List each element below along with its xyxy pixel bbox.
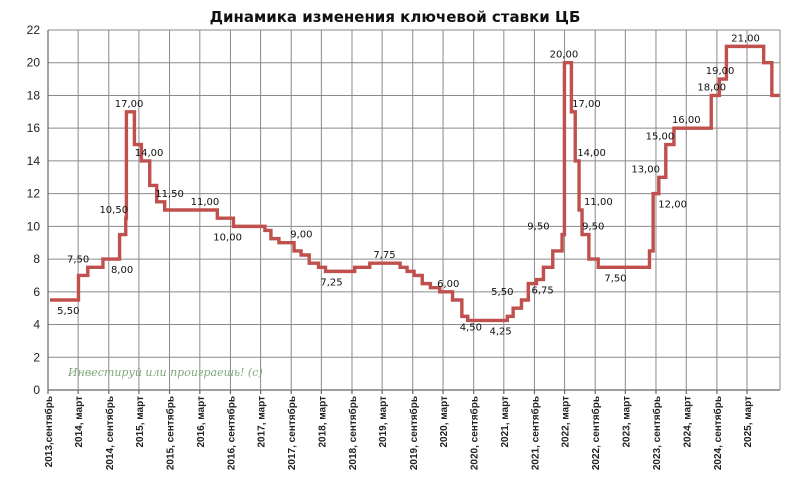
grid (47, 29, 781, 394)
y-tick-label: 8 (33, 252, 40, 266)
data-label: 20,00 (550, 50, 579, 61)
x-tick-label: 2024, сентябрь (712, 396, 724, 470)
y-tick-label: 18 (27, 88, 41, 102)
x-tick-label: 2017, март (257, 396, 268, 448)
data-label: 6,00 (437, 279, 459, 290)
data-label: 11,00 (191, 197, 220, 208)
x-tick-label: 2020, март (439, 396, 450, 448)
x-tick-label: 2018, март (317, 396, 328, 448)
data-label: 11,50 (155, 189, 184, 200)
y-tick-label: 14 (27, 154, 41, 168)
x-tick-label: 2014, март (74, 396, 85, 448)
data-label: 9,00 (290, 230, 312, 241)
x-tick-label: 2021, март (500, 396, 511, 448)
x-tick-label: 2014, сентябрь (104, 396, 116, 470)
data-label: 4,25 (490, 326, 512, 337)
data-label: 7,75 (373, 250, 395, 261)
data-label: 21,00 (731, 33, 760, 44)
series-line (49, 44, 780, 323)
x-tick-label: 2016, март (196, 396, 207, 448)
data-label: 7,25 (320, 277, 342, 288)
data-label: 16,00 (672, 115, 701, 126)
data-label: 5,50 (491, 287, 513, 298)
x-axis: 2013,сентябрь 2014, март 2014, сентябрь 201… (43, 396, 754, 470)
x-tick-label: 2024, март (682, 396, 693, 448)
series-layer (49, 44, 780, 323)
x-tick-label: 2021, сентябрь (529, 396, 541, 470)
x-tick-label: 2019, март (378, 396, 389, 448)
x-tick-label: 2017, сентябрь (286, 396, 298, 470)
x-tick-label: 2015, сентябрь (165, 396, 177, 470)
y-tick-label: 2 (33, 350, 40, 364)
y-tick-label: 22 (27, 23, 41, 37)
y-tick-label: 20 (27, 56, 41, 70)
x-tick-label: 2018, сентябрь (347, 396, 359, 470)
y-tick-label: 6 (33, 285, 40, 299)
data-label: 7,50 (67, 254, 89, 265)
data-label: 9,50 (582, 222, 604, 233)
data-label: 10,50 (99, 205, 128, 216)
y-tick-label: 0 (33, 383, 40, 397)
data-label: 15,00 (646, 132, 675, 143)
data-label: 6,75 (531, 286, 553, 297)
x-tick-label: 2019, сентябрь (408, 396, 420, 470)
data-label: 19,00 (706, 66, 735, 77)
data-label: 17,00 (572, 99, 601, 110)
data-label: 14,00 (135, 148, 164, 159)
data-label: 13,00 (631, 164, 660, 175)
x-tick-label: 2016, сентябрь (225, 396, 237, 470)
data-label: 11,00 (584, 197, 613, 208)
x-tick-label: 2020, сентябрь (469, 396, 481, 470)
x-tick-label: 2023, сентябрь (651, 396, 663, 470)
y-tick-label: 4 (33, 318, 40, 332)
data-label: 9,50 (527, 222, 549, 233)
data-label: 5,50 (57, 306, 79, 317)
data-label: 10,00 (213, 232, 242, 243)
data-label: 8,00 (111, 265, 133, 276)
data-label: 18,00 (697, 82, 726, 93)
x-tick-label: 2022, сентябрь (590, 396, 602, 470)
data-label: 7,50 (604, 273, 626, 284)
watermark: Инвестируй или проиграешь! (с) (67, 366, 263, 379)
y-tick-label: 10 (27, 219, 41, 233)
x-tick-label: 2015, март (135, 396, 146, 448)
y-tick-label: 16 (27, 121, 41, 135)
data-label: 4,50 (460, 322, 482, 333)
x-tick-label: 2023, март (621, 396, 632, 448)
y-axis: 0 2 4 6 8 10 12 14 16 18 20 22 (27, 23, 41, 397)
x-tick-label: 2022, март (561, 396, 572, 448)
data-label: 14,00 (577, 148, 606, 159)
data-label: 17,00 (115, 99, 144, 110)
x-tick-label: 2013,сентябрь (43, 396, 55, 467)
data-labels: 5,50 7,50 10,50 8,00 17,00 14,00 11,50 11,00 10,… (57, 33, 760, 337)
y-tick-label: 12 (27, 187, 41, 201)
x-tick-label: 2025, март (743, 396, 754, 448)
chart-title: Динамика изменения ключевой ставки ЦБ (210, 8, 581, 26)
data-label: 12,00 (658, 200, 687, 211)
